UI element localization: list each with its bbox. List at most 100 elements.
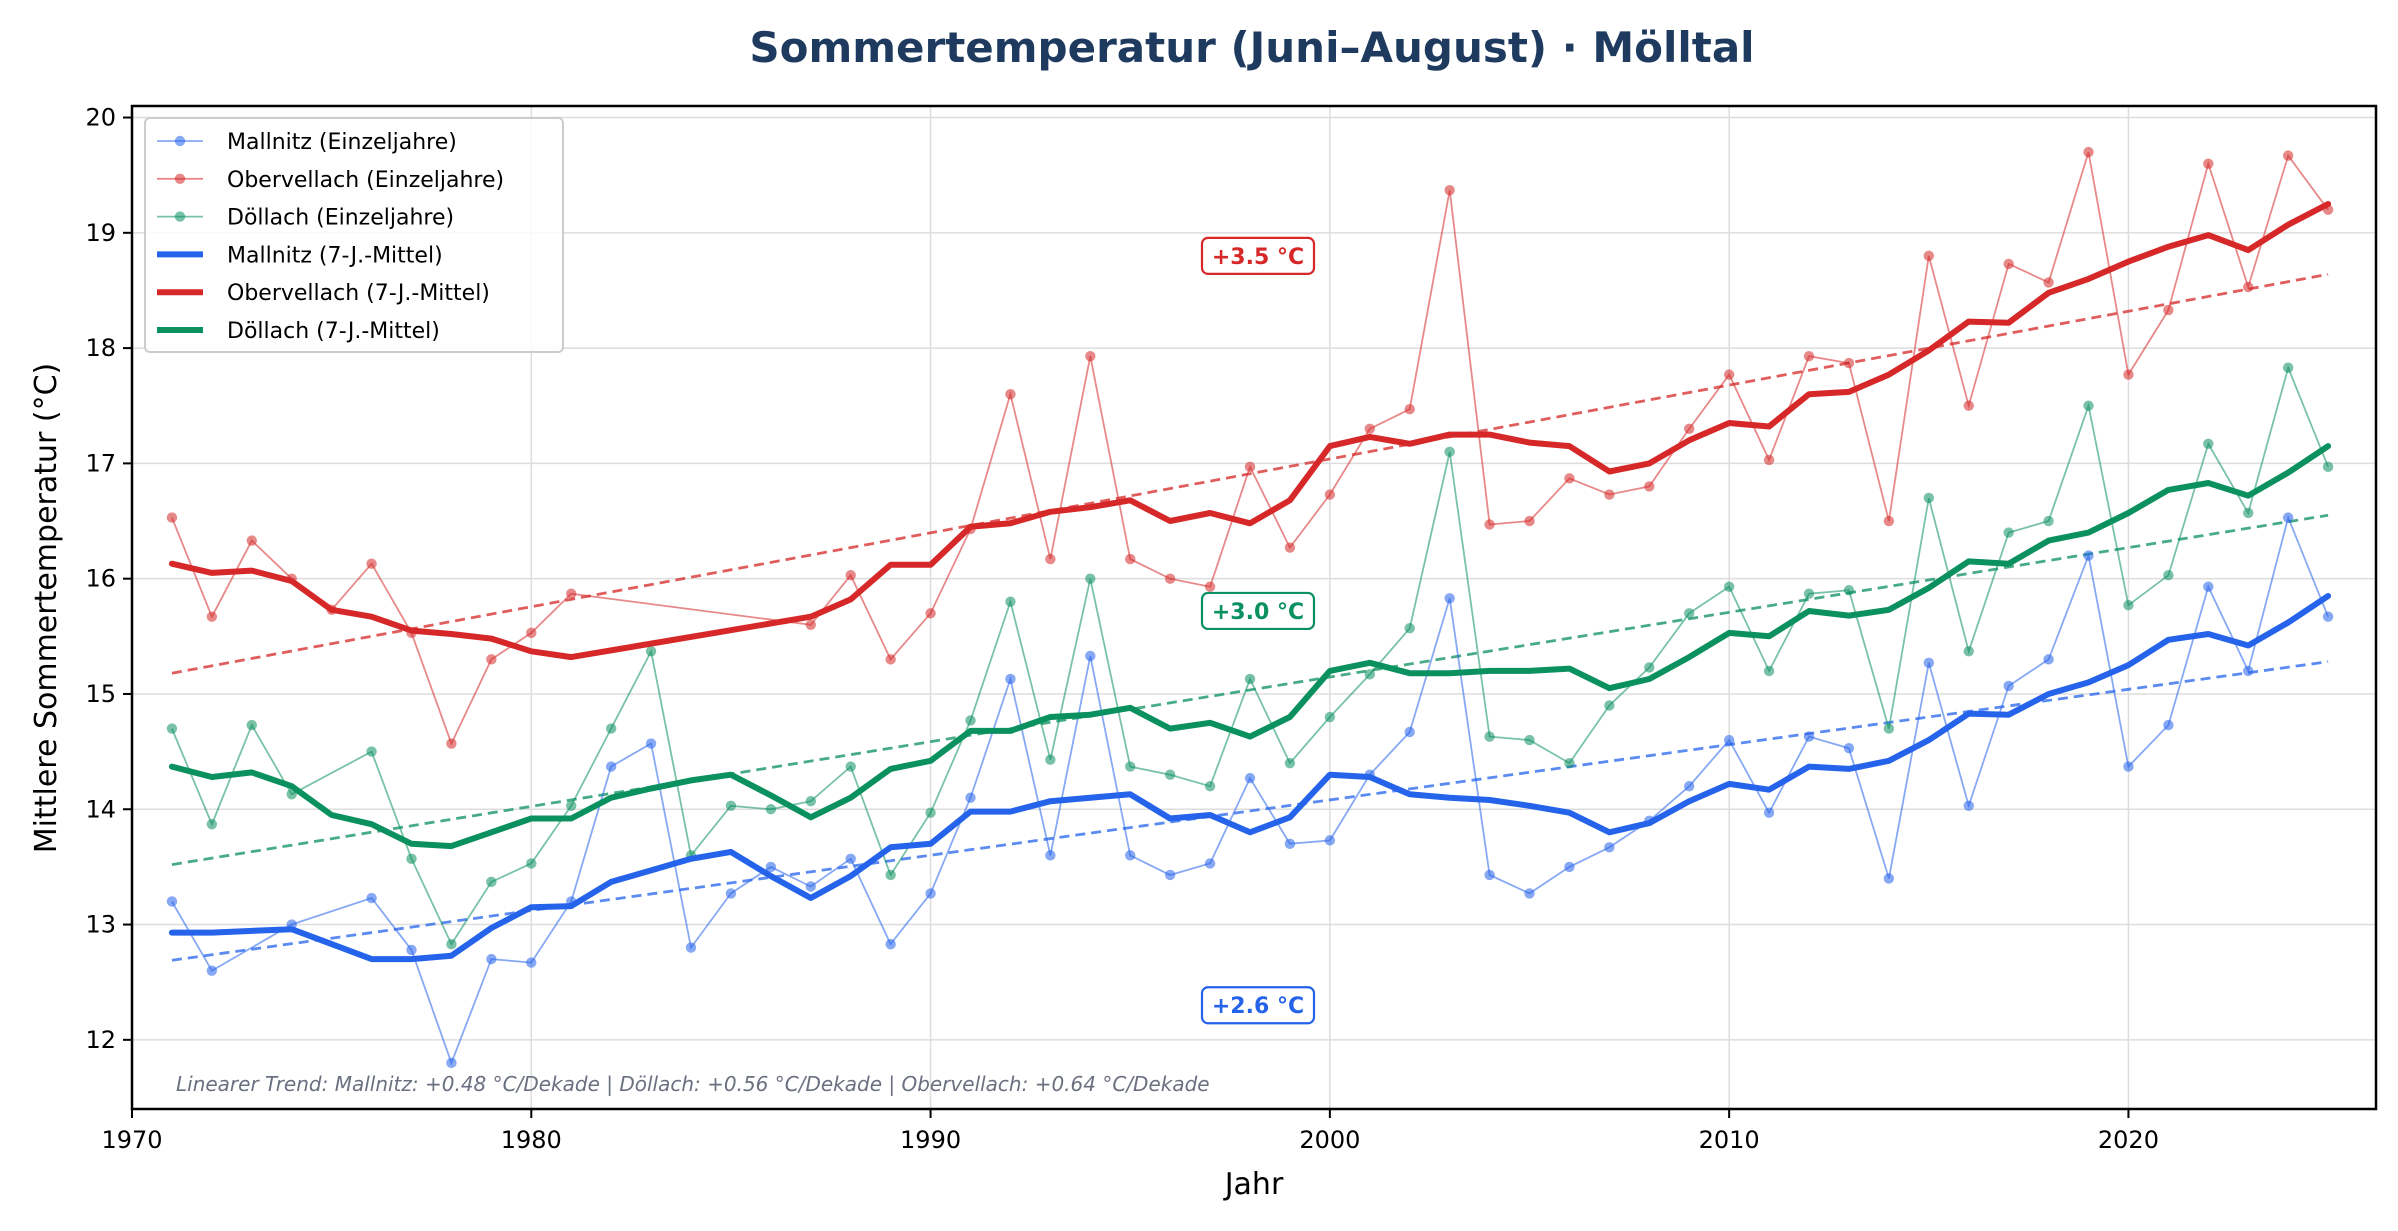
y-tick-label: 16	[85, 565, 116, 593]
legend-entry-doellach-einzeljahre: Döllach (Einzeljahre)	[157, 206, 454, 231]
data-point-mallnitz-einzeljahre	[1404, 726, 1415, 738]
data-point-mallnitz-einzeljahre	[1444, 593, 1455, 604]
data-point-doellach-einzeljahre	[446, 938, 457, 950]
legend-entry-mallnitz-einzeljahre: Mallnitz (Einzeljahre)	[157, 130, 457, 155]
x-tick-label: 2010	[1699, 1126, 1760, 1154]
data-point-mallnitz-einzeljahre	[1125, 850, 1136, 861]
data-point-doellach-einzeljahre	[1604, 700, 1615, 711]
legend-entry-mallnitz-7-j-mittel: Mallnitz (7-J.-Mittel)	[157, 243, 443, 268]
data-point-mallnitz-einzeljahre	[1843, 742, 1855, 754]
data-point-doellach-einzeljahre	[1524, 734, 1535, 746]
data-point-doellach-einzeljahre	[2123, 599, 2134, 611]
data-point-mallnitz-einzeljahre	[805, 881, 816, 892]
legend-label: Obervellach (7-J.-Mittel)	[227, 281, 490, 306]
data-point-obervellach-einzeljahre	[2123, 369, 2134, 380]
data-point-mallnitz-einzeljahre	[1085, 650, 1096, 662]
legend-swatch-marker	[174, 211, 186, 222]
data-point-obervellach-einzeljahre	[1244, 461, 1256, 473]
y-tick-label: 18	[85, 334, 116, 362]
data-point-doellach-einzeljahre	[1883, 723, 1895, 734]
data-point-doellach-einzeljahre	[1963, 646, 1974, 657]
data-point-mallnitz-einzeljahre	[2243, 665, 2254, 677]
data-point-mallnitz-einzeljahre	[725, 888, 737, 899]
x-tick-label: 1980	[501, 1126, 562, 1154]
y-tick-label: 12	[85, 1026, 116, 1054]
data-point-doellach-einzeljahre	[486, 876, 497, 888]
data-point-mallnitz-einzeljahre	[1723, 734, 1735, 746]
data-point-mallnitz-einzeljahre	[1204, 858, 1216, 869]
trend-note: Linearer Trend: Mallnitz: +0.48 °C/Dekad…	[176, 1072, 1210, 1096]
y-tick-label: 13	[85, 911, 116, 939]
y-tick-label: 17	[85, 449, 116, 477]
data-point-obervellach-einzeljahre	[1843, 357, 1855, 369]
change-annotations: +3.5 °C +3.0 °C +2.6 °C	[1200, 236, 1316, 1025]
data-point-mallnitz-einzeljahre	[1684, 780, 1695, 792]
data-point-mallnitz-einzeljahre	[2043, 654, 2054, 665]
data-point-mallnitz-einzeljahre	[1324, 835, 1336, 846]
change-badge-box	[1200, 236, 1316, 275]
data-point-obervellach-einzeljahre	[925, 608, 936, 619]
data-point-mallnitz-einzeljahre	[1284, 838, 1296, 850]
y-tick-label: 14	[85, 795, 116, 823]
data-point-obervellach-einzeljahre	[526, 627, 537, 639]
data-point-mallnitz-einzeljahre	[486, 953, 497, 965]
data-point-doellach-einzeljahre	[2163, 570, 2174, 581]
change-badge-obervellach: +3.5 °C	[1200, 236, 1316, 275]
data-point-doellach-einzeljahre	[1204, 780, 1216, 792]
data-point-obervellach-einzeljahre	[1684, 423, 1695, 435]
change-badge-mallnitz: +2.6 °C	[1200, 986, 1316, 1025]
data-point-doellach-einzeljahre	[2203, 438, 2214, 449]
data-point-doellach-einzeljahre	[1244, 673, 1256, 685]
data-point-mallnitz-einzeljahre	[2163, 719, 2174, 731]
data-point-doellach-einzeljahre	[406, 853, 417, 865]
data-point-obervellach-einzeljahre	[2003, 258, 2014, 270]
yearly-series	[166, 146, 2334, 1069]
series-mallnitz-einzeljahre	[166, 512, 2334, 1069]
y-tick-label: 20	[85, 104, 116, 132]
legend-label: Obervellach (Einzeljahre)	[227, 168, 504, 193]
data-point-doellach-einzeljahre	[965, 715, 976, 726]
data-point-obervellach-einzeljahre	[1963, 400, 1974, 411]
data-point-mallnitz-einzeljahre	[1763, 807, 1775, 818]
data-point-doellach-einzeljahre	[1484, 731, 1495, 742]
data-point-mallnitz-einzeljahre	[366, 892, 377, 904]
data-point-mallnitz-einzeljahre	[1923, 657, 1934, 669]
legend-label: Döllach (7-J.-Mittel)	[227, 319, 440, 344]
data-point-mallnitz-einzeljahre	[765, 861, 777, 873]
data-point-obervellach-einzeljahre	[566, 588, 577, 599]
data-point-doellach-einzeljahre	[1085, 573, 1096, 584]
legend-label: Mallnitz (Einzeljahre)	[227, 130, 457, 155]
data-point-obervellach-einzeljahre	[2282, 150, 2294, 161]
data-point-doellach-einzeljahre	[246, 719, 257, 731]
data-point-mallnitz-einzeljahre	[526, 957, 537, 968]
data-point-doellach-einzeljahre	[2282, 362, 2294, 373]
data-point-obervellach-einzeljahre	[1564, 473, 1575, 484]
data-point-obervellach-einzeljahre	[1444, 184, 1455, 196]
data-point-obervellach-einzeljahre	[2203, 158, 2214, 169]
change-badge-doellach: +3.0 °C	[1200, 591, 1316, 631]
y-axis-label: Mittlere Sommertemperatur (°C)	[29, 363, 64, 854]
data-point-obervellach-einzeljahre	[805, 619, 816, 630]
data-point-doellach-einzeljahre	[366, 746, 377, 757]
data-point-obervellach-einzeljahre	[1324, 489, 1336, 500]
data-point-doellach-einzeljahre	[725, 800, 737, 811]
data-point-doellach-einzeljahre	[1684, 608, 1695, 619]
data-point-doellach-einzeljahre	[1324, 711, 1336, 723]
data-point-obervellach-einzeljahre	[1005, 389, 1016, 400]
series-doellach-einzeljahre	[166, 362, 2334, 950]
change-badge-label: +3.5 °C	[1212, 245, 1304, 270]
data-point-mallnitz-einzeljahre	[1164, 869, 1176, 881]
data-point-doellach-einzeljahre	[1284, 757, 1296, 769]
change-badge-box	[1200, 986, 1316, 1025]
data-point-mallnitz-einzeljahre	[2003, 680, 2014, 692]
data-point-doellach-einzeljahre	[166, 723, 178, 734]
data-point-obervellach-einzeljahre	[1484, 519, 1495, 530]
data-point-obervellach-einzeljahre	[1604, 489, 1615, 500]
legend: Mallnitz (Einzeljahre) Obervellach (Einze…	[144, 117, 564, 353]
axis-ticks: 1970 1980 1990 2000 2010 2020 12 13 14 15 16 17 18 19…	[85, 104, 2159, 1154]
series-obervellach-einzeljahre	[166, 146, 2334, 749]
trend-line-obervellach	[171, 272, 2329, 675]
data-point-obervellach-einzeljahre	[2243, 281, 2254, 293]
data-point-mallnitz-einzeljahre	[645, 738, 657, 749]
